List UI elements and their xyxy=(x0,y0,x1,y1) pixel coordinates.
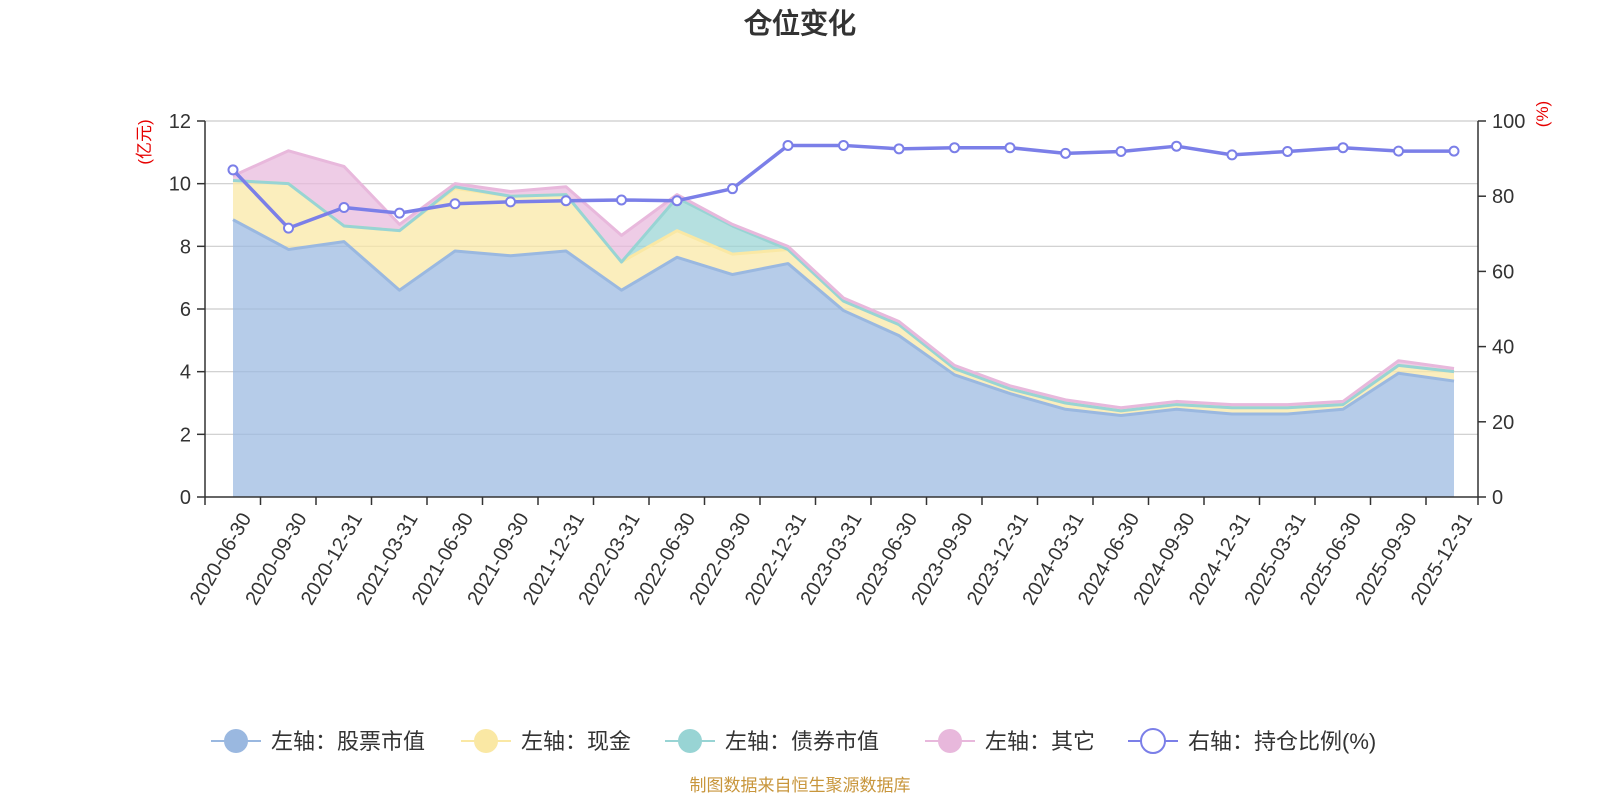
area-2 xyxy=(233,180,1454,416)
ratio-point[interactable] xyxy=(283,222,294,234)
ratio-point[interactable] xyxy=(1393,145,1404,157)
right-tick-label: 60 xyxy=(1492,261,1514,283)
ratio-point[interactable] xyxy=(505,196,516,208)
ratio-point[interactable] xyxy=(338,201,350,213)
right-tick-label: 0 xyxy=(1492,487,1503,509)
ratio-point[interactable] xyxy=(1115,145,1127,157)
ratio-point[interactable] xyxy=(1337,142,1349,154)
left-tick-label: 6 xyxy=(180,299,191,321)
legend-item-2[interactable]: 左轴：现金 xyxy=(461,729,631,754)
ratio-point[interactable] xyxy=(449,198,461,210)
ratio-point[interactable] xyxy=(1448,145,1460,157)
legend-marker xyxy=(1140,728,1166,754)
legend-item-4[interactable]: 左轴：其它 xyxy=(925,729,1095,754)
ratio-line-series xyxy=(227,139,1460,234)
ratio-point[interactable] xyxy=(1060,147,1071,159)
right-axis-unit: (%) xyxy=(1533,101,1552,127)
legend-label: 右轴：持仓比例(%) xyxy=(1188,729,1376,754)
right-tick-label: 100 xyxy=(1492,111,1525,133)
area-1 xyxy=(233,219,1454,497)
legend-marker xyxy=(938,729,962,753)
left-tick-label: 2 xyxy=(180,424,191,446)
ratio-point[interactable] xyxy=(227,164,239,176)
area-edge-4 xyxy=(232,149,1455,410)
ratio-point[interactable] xyxy=(949,142,960,154)
legend-marker xyxy=(224,729,248,753)
right-tick-label: 20 xyxy=(1492,412,1514,434)
legend-item-1[interactable]: 左轴：股票市值 xyxy=(211,729,425,754)
legend-item-3[interactable]: 左轴：债券市值 xyxy=(665,729,879,754)
area-edge-1 xyxy=(232,218,1455,418)
ratio-point[interactable] xyxy=(838,139,849,151)
legend-item-5[interactable]: 右轴：持仓比例(%) xyxy=(1128,728,1376,754)
left-tick-label: 12 xyxy=(169,111,191,133)
area-edge-3 xyxy=(232,179,1455,413)
ratio-point[interactable] xyxy=(394,207,405,219)
legend-marker xyxy=(678,729,702,753)
ratio-point[interactable] xyxy=(616,194,627,206)
legend-marker xyxy=(474,729,498,753)
area-edge-lines xyxy=(232,149,1455,418)
left-tick-label: 10 xyxy=(169,174,191,196)
left-tick-label: 4 xyxy=(180,362,191,384)
right-tick-label: 80 xyxy=(1492,186,1514,208)
ratio-point[interactable] xyxy=(560,195,572,207)
legend[interactable]: 左轴：股票市值 左轴：现金 左轴：债券市值 左轴：其它 右轴：持仓比例(%) xyxy=(211,728,1376,754)
ratio-point[interactable] xyxy=(1004,142,1016,154)
ratio-point[interactable] xyxy=(893,143,905,155)
stacked-areas xyxy=(233,150,1454,497)
legend-label: 左轴：现金 xyxy=(521,729,631,754)
source-note: 制图数据来自恒生聚源数据库 xyxy=(690,776,911,795)
legend-label: 左轴：股票市值 xyxy=(271,729,425,754)
ratio-point[interactable] xyxy=(671,195,683,207)
ratio-point[interactable] xyxy=(1226,149,1238,161)
ratio-point[interactable] xyxy=(1171,140,1182,152)
right-tick-label: 40 xyxy=(1492,337,1514,359)
chart-title: 仓位变化 xyxy=(744,7,856,39)
ratio-point[interactable] xyxy=(727,183,738,195)
left-tick-label: 0 xyxy=(180,487,191,509)
legend-label: 左轴：其它 xyxy=(985,729,1095,754)
ratio-point[interactable] xyxy=(1282,145,1293,157)
left-axis-unit: (亿元) xyxy=(135,119,154,164)
ratio-point[interactable] xyxy=(782,139,794,151)
legend-label: 左轴：债券市值 xyxy=(725,729,879,754)
left-tick-label: 8 xyxy=(180,236,191,258)
